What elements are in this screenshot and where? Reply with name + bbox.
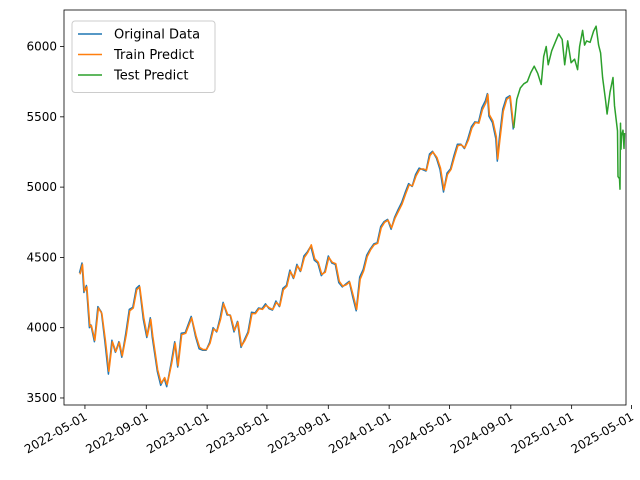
legend: Original Data Train Predict Test Predict — [71, 20, 216, 93]
plot-area-frame — [63, 9, 627, 406]
series-line-3 — [513, 25, 626, 190]
x-tick-label: 2025-01-01 — [509, 409, 576, 456]
x-tick-label: 2023-05-01 — [204, 409, 271, 456]
y-axis: 3500 4000 4500 5000 5500 6000 — [26, 40, 64, 405]
legend-box — [71, 20, 216, 93]
x-tick-label: 2023-09-01 — [265, 409, 332, 456]
series-line-1 — [78, 92, 515, 388]
y-tick-label: 5500 — [26, 110, 57, 124]
legend-label: Test Predict — [113, 69, 189, 84]
x-tick-label: 2024-09-01 — [448, 409, 515, 456]
y-tick-label: 4500 — [26, 250, 57, 264]
y-tick-label: 4000 — [26, 321, 57, 335]
series-line-2 — [79, 93, 515, 386]
x-tick-label: 2024-01-01 — [326, 409, 393, 456]
x-tick-label: 2023-01-01 — [144, 409, 211, 456]
x-tick-label: 2022-09-01 — [83, 409, 150, 456]
y-tick-label: 3500 — [26, 391, 57, 405]
x-axis: 2022-05-012022-09-012023-01-012023-05-01… — [22, 405, 636, 456]
plot-lines — [78, 25, 626, 388]
legend-label: Original Data — [114, 28, 200, 43]
x-tick-label: 2022-05-01 — [22, 409, 89, 456]
legend-label: Train Predict — [113, 48, 194, 63]
x-tick-label: 2024-05-01 — [387, 409, 454, 456]
y-tick-label: 6000 — [26, 40, 57, 54]
x-tick-label: 2025-05-01 — [569, 409, 636, 456]
y-tick-label: 5000 — [26, 180, 57, 194]
